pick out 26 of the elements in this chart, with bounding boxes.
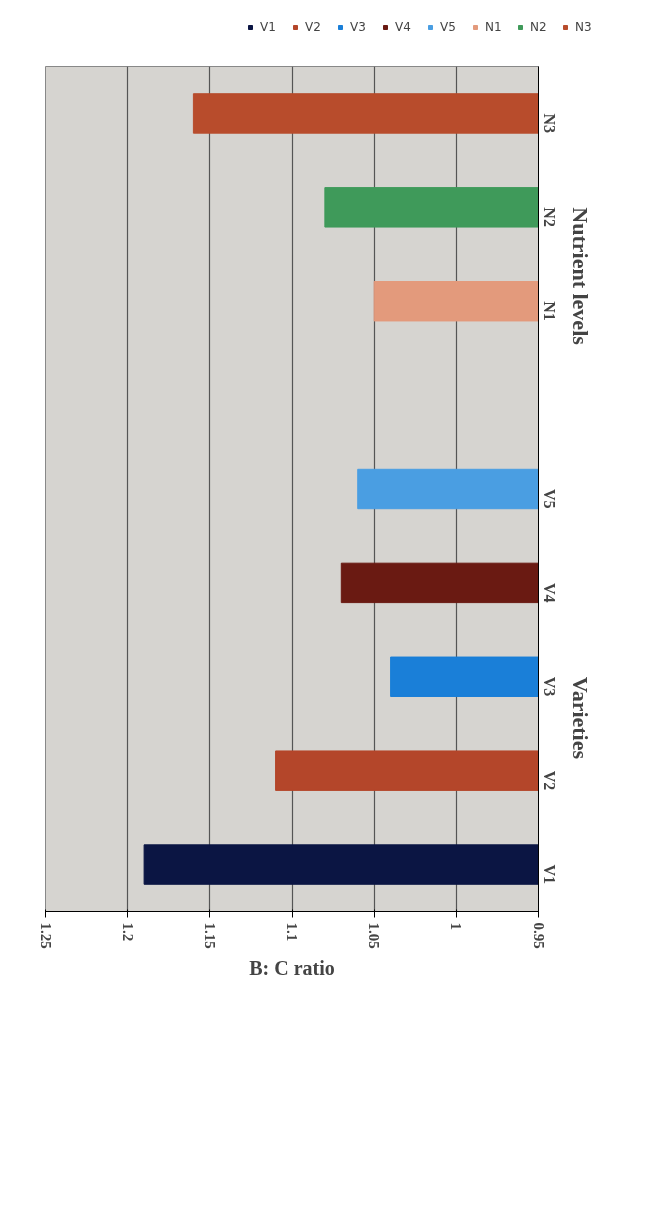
y-tick-label: V5 [541,489,558,509]
y-tick-label: V2 [541,770,558,791]
legend-label: N2 [530,20,548,34]
legend-label: V1 [260,20,277,34]
y-tick-label: N1 [541,301,558,321]
y-tick-label: N3 [541,113,558,134]
x-tick-label: 1.25 [37,922,54,949]
legend-label: V5 [440,20,457,34]
y-tick-label: V3 [541,676,558,697]
x-tick-label: 0.95 [530,922,547,949]
legend-label: V4 [395,20,412,34]
y-tick-label: V1 [541,864,558,885]
x-tick-label: 1 [448,922,465,930]
text: Nutrient levels [568,207,593,346]
x-axis-title: B: C ratio [249,956,335,979]
text: Varieties [568,676,593,760]
x-tick-label: 1.15 [201,922,218,949]
y-tick-label: N2 [541,207,558,227]
x-tick-label: 1.2 [119,922,136,942]
x-tick-label: 1.1 [284,922,300,942]
legend-label: N1 [485,20,503,34]
legend-label: N3 [575,20,593,34]
y-tick-label: V4 [541,582,558,603]
legend-label: V2 [305,20,322,34]
legend-label: V3 [350,20,367,34]
x-tick-label: 1.05 [366,922,383,949]
